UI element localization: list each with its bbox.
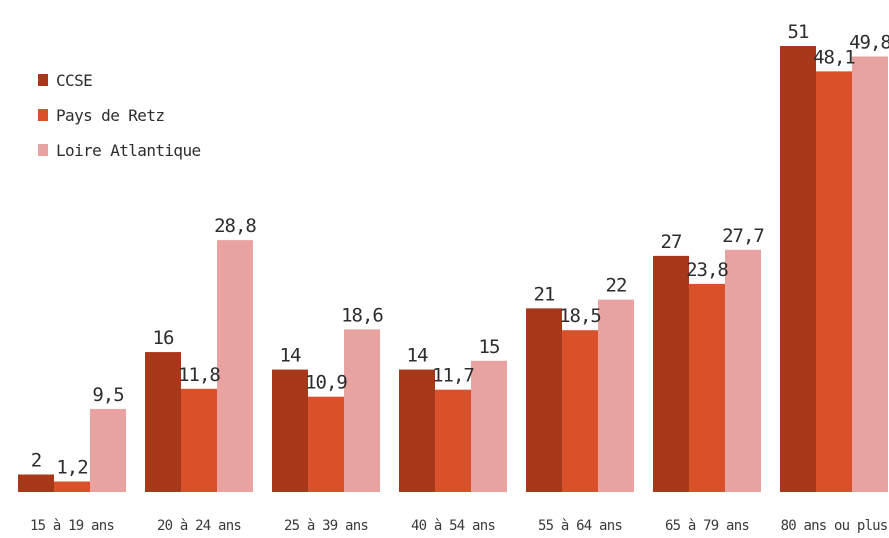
x-tick-label-0: 15 à 19 ans	[30, 518, 114, 534]
bar-ccse-5	[653, 255, 689, 492]
value-label-ccse-6: 51	[788, 21, 809, 43]
value-label-loire-atlantique-6: 49,8	[849, 31, 889, 53]
bar-pays-de-retz-1	[181, 388, 217, 492]
bar-loire-atlantique-1	[217, 240, 253, 492]
legend-swatch-pays-de-retz	[38, 109, 48, 121]
bar-pays-de-retz-5	[689, 283, 725, 492]
value-label-ccse-0: 2	[31, 450, 41, 472]
value-label-pays-de-retz-1: 11,8	[178, 364, 220, 386]
legend: CCSE Pays de Retz Loire Atlantique	[38, 68, 201, 173]
value-label-ccse-1: 16	[153, 327, 174, 349]
value-label-loire-atlantique-0: 9,5	[92, 384, 123, 406]
value-label-pays-de-retz-6: 48,1	[813, 46, 855, 68]
value-label-loire-atlantique-3: 15	[479, 336, 500, 358]
value-label-ccse-4: 21	[534, 283, 555, 305]
legend-item-loire-atlantique: Loire Atlantique	[38, 138, 201, 162]
bar-loire-atlantique-3	[471, 360, 507, 492]
bar-loire-atlantique-0	[90, 408, 126, 492]
legend-label-ccse: CCSE	[56, 70, 93, 90]
legend-item-pays-de-retz: Pays de Retz	[38, 103, 201, 127]
bar-pays-de-retz-6	[816, 71, 852, 493]
value-label-ccse-5: 27	[661, 231, 682, 253]
legend-swatch-ccse	[38, 74, 48, 86]
x-tick-label-6: 80 ans ou plus	[781, 518, 888, 534]
value-label-pays-de-retz-2: 10,9	[305, 372, 347, 394]
x-tick-label-5: 65 à 79 ans	[665, 518, 749, 534]
bar-ccse-3	[399, 369, 435, 492]
bar-loire-atlantique-2	[344, 329, 380, 492]
legend-label-pays-de-retz: Pays de Retz	[56, 105, 165, 125]
value-label-ccse-2: 14	[280, 345, 301, 367]
value-label-loire-atlantique-5: 27,7	[722, 225, 764, 247]
value-label-ccse-3: 14	[407, 345, 428, 367]
value-label-pays-de-retz-4: 18,5	[559, 305, 601, 327]
legend-label-loire-atlantique: Loire Atlantique	[56, 140, 201, 160]
bar-pays-de-retz-2	[308, 396, 344, 492]
value-label-pays-de-retz-0: 1,2	[56, 457, 87, 479]
x-tick-label-2: 25 à 39 ans	[284, 518, 368, 534]
value-label-loire-atlantique-2: 18,6	[341, 304, 383, 326]
value-label-pays-de-retz-3: 11,7	[432, 365, 474, 387]
value-labels-group: 2 1,29,51611,828,81410,918,61411,7152118,…	[31, 21, 889, 479]
bar-pays-de-retz-3	[435, 389, 471, 492]
bars-group	[18, 46, 888, 493]
x-tick-label-4: 55 à 64 ans	[538, 518, 622, 534]
x-tick-label-1: 20 à 24 ans	[157, 518, 241, 534]
bar-ccse-4	[526, 308, 562, 492]
bar-ccse-1	[145, 352, 181, 492]
legend-swatch-loire-atlantique	[38, 144, 48, 156]
legend-item-ccse: CCSE	[38, 68, 201, 92]
x-tick-labels-group: 15 à 19 ans 20 à 24 ans 25 à 39 ans 40 à 54…	[30, 518, 889, 534]
bar-loire-atlantique-5	[725, 249, 761, 492]
bar-loire-atlantique-4	[598, 299, 634, 492]
value-label-loire-atlantique-4: 22	[606, 275, 627, 297]
bar-ccse-0	[18, 474, 54, 492]
bar-pays-de-retz-0	[54, 481, 90, 492]
bar-loire-atlantique-6	[852, 56, 888, 493]
value-label-pays-de-retz-5: 23,8	[686, 259, 728, 281]
x-tick-label-3: 40 à 54 ans	[411, 518, 495, 534]
bar-ccse-2	[272, 369, 308, 492]
value-label-loire-atlantique-1: 28,8	[214, 215, 256, 237]
bar-ccse-6	[780, 46, 816, 492]
bar-pays-de-retz-4	[562, 330, 598, 492]
